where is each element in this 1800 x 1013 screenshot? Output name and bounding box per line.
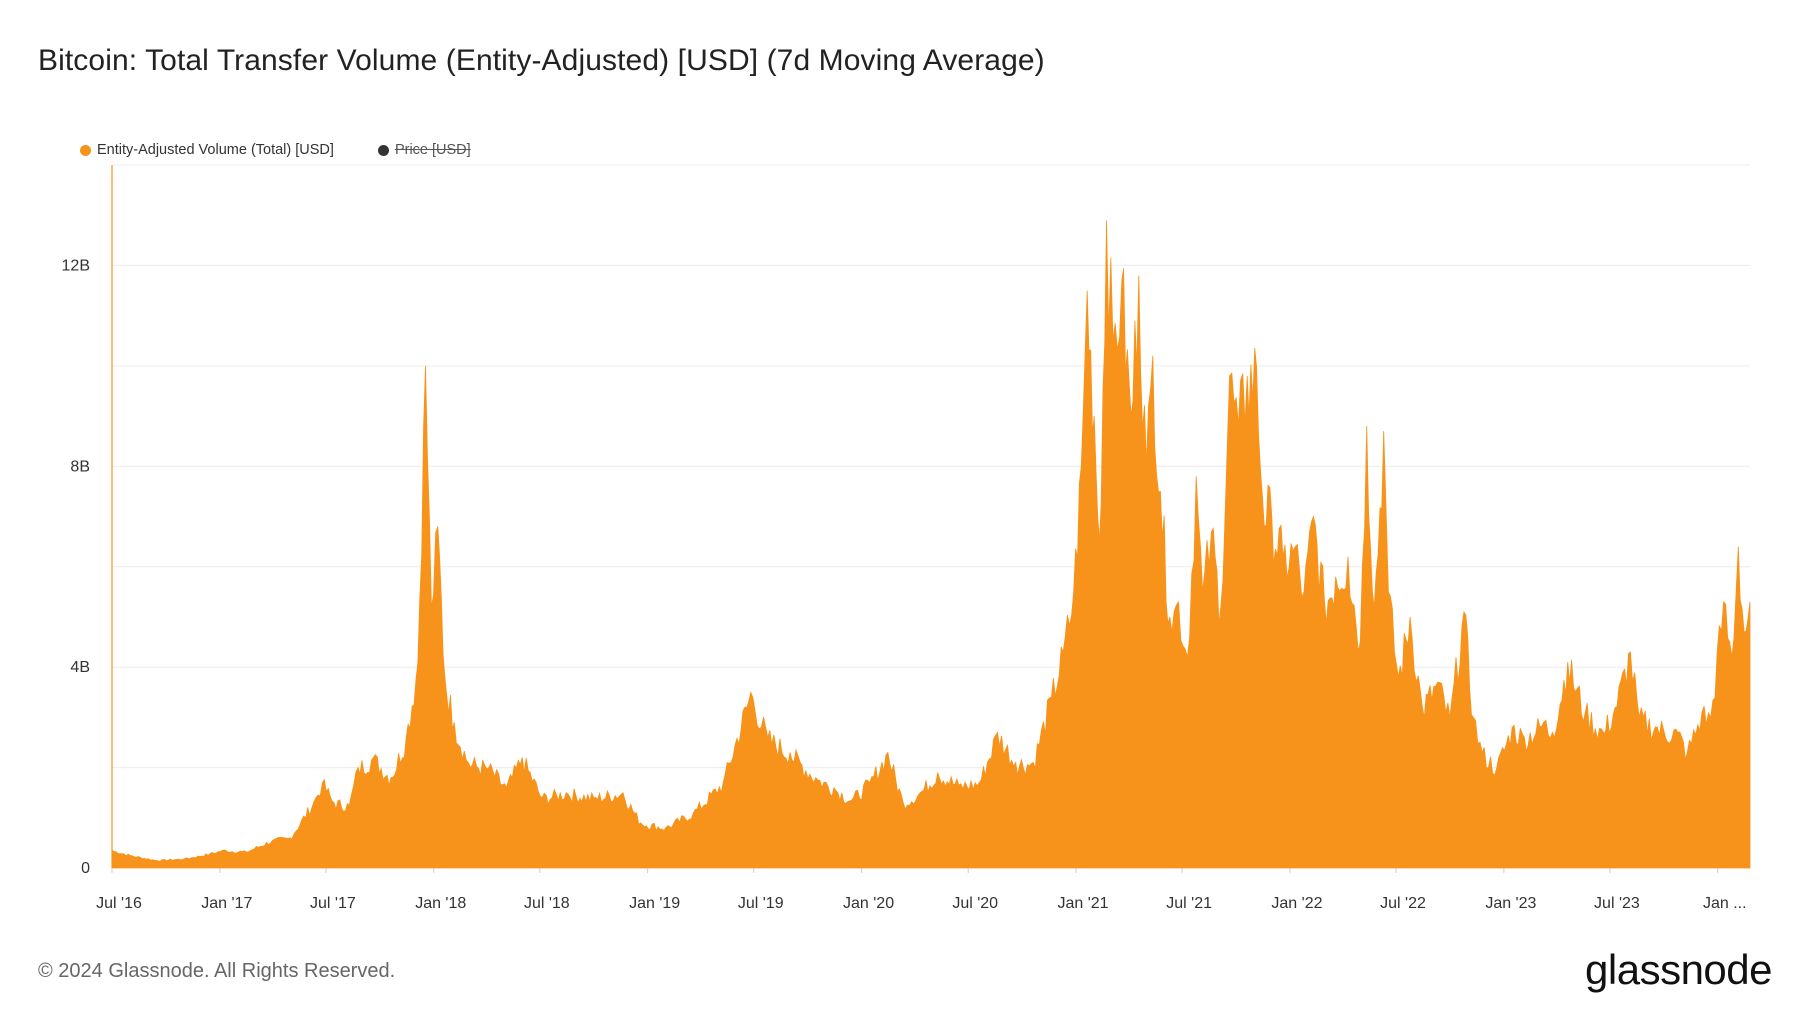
x-tick-label: Jan '21 <box>1057 895 1108 912</box>
legend-swatch-price <box>377 144 389 156</box>
x-tick-label: Jan '19 <box>629 895 680 912</box>
y-tick-label: 4B <box>70 659 90 676</box>
x-tick-label: Jul '17 <box>310 895 356 912</box>
copyright-text: © 2024 Glassnode. All Rights Reserved. <box>38 960 396 982</box>
x-tick-label: Jan ... <box>1703 895 1747 912</box>
legend-label-price: Price [USD] <box>394 142 471 158</box>
x-tick-label: Jul '18 <box>524 895 570 912</box>
legend-swatch-volume <box>80 144 91 156</box>
chart-legend: Entity-Adjusted Volume (Total) [USD] Pri… <box>80 142 515 158</box>
x-tick-label: Jul '19 <box>738 895 784 912</box>
x-tick-label: Jan '17 <box>201 895 252 912</box>
x-tick-label: Jan '18 <box>415 895 466 912</box>
area-series-volume <box>111 220 1751 869</box>
y-axis: 0 4B 8B 12B <box>62 165 113 877</box>
x-tick-label: Jul '16 <box>96 895 142 912</box>
x-tick-label: Jul '22 <box>1380 895 1426 912</box>
y-tick-label: 0 <box>81 860 90 877</box>
volume-area-series <box>111 220 1751 869</box>
y-tick-label: 8B <box>70 458 90 475</box>
chart-title: Bitcoin: Total Transfer Volume (Entity-A… <box>38 44 1045 77</box>
y-tick-label: 12B <box>62 257 90 274</box>
x-tick-label: Jan '20 <box>843 895 894 912</box>
legend-item-volume[interactable]: Entity-Adjusted Volume (Total) [USD] <box>80 142 334 158</box>
x-tick-label: Jul '21 <box>1166 895 1212 912</box>
legend-label-volume: Entity-Adjusted Volume (Total) [USD] <box>97 142 334 158</box>
legend-item-price[interactable]: Price [USD] <box>377 142 471 158</box>
x-tick-label: Jan '23 <box>1485 895 1536 912</box>
glassnode-logo[interactable]: glassnode <box>1585 946 1772 993</box>
x-tick-label: Jan '22 <box>1271 895 1322 912</box>
x-tick-label: Jul '20 <box>952 895 998 912</box>
x-tick-label: Jul '23 <box>1594 895 1640 912</box>
x-axis: Jul '16 Jan '17 Jul '17 Jan '18 Jul '18 Jan '… <box>96 868 1747 912</box>
chart-grid <box>112 164 1750 769</box>
